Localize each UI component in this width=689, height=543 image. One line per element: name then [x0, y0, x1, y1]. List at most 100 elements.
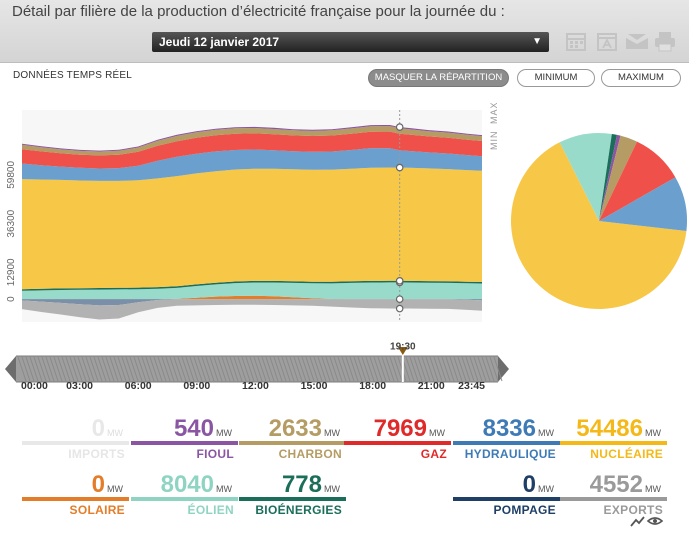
pie-chart [510, 133, 687, 309]
stat-bar [453, 497, 560, 501]
stat-bar [453, 441, 560, 445]
stat-hydraulique: 8336 MW HYDRAULIQUE [451, 415, 562, 487]
timeline-tick-label: 12:00 [242, 380, 269, 392]
timeline-tick-label: 03:00 [66, 380, 93, 392]
eye-icon [646, 517, 664, 525]
stacked-area-chart: 0 12900 36300 59800 MIN MAX [6, 101, 499, 322]
stat-label: ÉOLIEN [187, 503, 234, 517]
range-max-label: MAX [489, 101, 499, 124]
timeline-left-arrow-icon[interactable] [5, 356, 16, 382]
stat-fioul: 540 MW FIOUL [129, 415, 240, 487]
stat-value: 8040 [160, 471, 214, 498]
stat-value: 0 [91, 471, 105, 498]
timeline-slider[interactable]: 19:30 00:00 03:00 06:00 09:00 12:00 15:00 18:0… [5, 340, 510, 396]
stat-label: HYDRAULIQUE [464, 447, 556, 461]
trend-icon [630, 516, 645, 527]
stat-label: NUCLÉAIRE [590, 447, 663, 461]
timeline-hatch [16, 355, 503, 383]
stat-bar [344, 441, 451, 445]
stat-nucleaire: 54486 MW NUCLÉAIRE [558, 415, 669, 487]
stat-label: BIOÉNERGIES [255, 503, 342, 517]
stat-value: 778 [281, 471, 322, 498]
time-marker [395, 110, 404, 322]
stat-bar [131, 441, 238, 445]
timeline-ticks: 00:00 03:00 06:00 09:00 12:00 15:00 18:00 21:00… [21, 380, 485, 392]
pie-slice-charbon [599, 135, 638, 221]
calendar-day-icon[interactable] [596, 30, 618, 52]
marker-point [395, 123, 404, 131]
timeline-tick-label: 06:00 [125, 380, 152, 392]
pie-slice-nucleaire [510, 142, 687, 309]
stat-bar [560, 441, 667, 445]
area-solaire [22, 295, 482, 300]
stat-unit: MW [324, 484, 340, 494]
stat-value: 0 [522, 471, 536, 498]
stat-bar [560, 497, 667, 501]
stat-label: POMPAGE [493, 503, 556, 517]
stat-unit: MW [216, 428, 232, 438]
timeline-tick-label: 21:00 [418, 380, 445, 392]
stat-value: 4552 [589, 471, 643, 498]
stat-bar [239, 441, 346, 445]
chart-areas [22, 125, 482, 320]
hide-distribution-button[interactable]: MASQUER LA RÉPARTITION [368, 69, 509, 87]
stat-bar [22, 441, 129, 445]
stat-unit: MW [216, 484, 232, 494]
timeline-tick-label: 15:00 [301, 380, 328, 392]
area-charbon [22, 126, 482, 156]
stat-value: 8336 [482, 415, 536, 442]
pie-slice-hydraulique [599, 177, 687, 231]
timeline-tick-label: 23:45 [458, 380, 485, 392]
stat-charbon: 2633 MW CHARBON [237, 415, 348, 487]
maximum-button[interactable]: MAXIMUM [601, 69, 681, 87]
stat-value: 54486 [576, 415, 643, 442]
stat-unit: MW [538, 428, 554, 438]
email-icon[interactable] [625, 30, 648, 52]
stat-label: IMPORTS [68, 447, 125, 461]
date-select-value: Jeudi 12 janvier 2017 [159, 35, 280, 49]
stat-solaire: 0 MW SOLAIRE [20, 471, 131, 543]
stat-value: 7969 [373, 415, 427, 442]
stat-unit: MW [107, 428, 123, 438]
area-hydraulique [22, 148, 482, 181]
chevron-down-icon: ▼ [532, 36, 542, 47]
page-title: Détail par filière de la production d’él… [12, 3, 505, 20]
timeline-cursor-label: 19:30 [390, 341, 416, 352]
stat-label: EXPORTS [603, 503, 663, 517]
marker-point [395, 277, 404, 285]
stat-unit: MW [645, 428, 661, 438]
pie-slice-gaz [599, 141, 676, 221]
stat-unit: MW [107, 484, 123, 494]
stat-bar [131, 497, 238, 501]
area-nucleaire [22, 167, 482, 290]
area-exports [22, 299, 482, 320]
stat-label: SOLAIRE [69, 503, 125, 517]
date-select[interactable]: Jeudi 12 janvier 2017 ▼ [152, 32, 549, 52]
pie-slice-bioenergies [599, 133, 617, 221]
calendar-icon[interactable] [565, 30, 587, 52]
stat-unit: MW [429, 428, 445, 438]
marker-point [395, 295, 404, 303]
stat-imports: 0 MW IMPORTS [20, 415, 131, 487]
timeline-cursor[interactable]: 19:30 [390, 341, 416, 382]
stat-exports: 4552 MW EXPORTS [558, 471, 669, 543]
stat-gaz: 7969 MW GAZ [342, 415, 453, 487]
stat-value: 540 [173, 415, 214, 442]
timeline-tick-label: 00:00 [21, 380, 48, 392]
stat-label: CHARBON [278, 447, 342, 461]
y-tick-label: 12900 [6, 258, 17, 286]
area-gaz [22, 131, 482, 169]
timeline-tick-label: 09:00 [183, 380, 210, 392]
stat-bioenergies: 778 MW BIOÉNERGIES [237, 471, 348, 543]
marker-point [395, 163, 404, 172]
print-icon[interactable] [654, 30, 676, 52]
range-min-label: MIN [489, 131, 499, 151]
minimum-button[interactable]: MINIMUM [517, 69, 595, 87]
stat-bar [239, 497, 346, 501]
timeline-tick-label: 18:00 [359, 380, 386, 392]
y-tick-label: 36300 [6, 209, 17, 237]
marker-point [395, 304, 404, 313]
stat-label: GAZ [420, 447, 447, 461]
timeline-right-arrow-icon[interactable] [498, 356, 509, 382]
realtime-label: DONNÉES TEMPS RÉEL [13, 70, 133, 81]
